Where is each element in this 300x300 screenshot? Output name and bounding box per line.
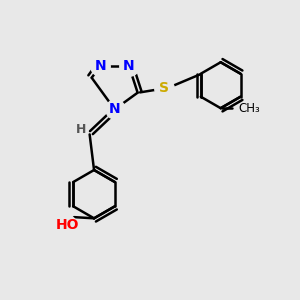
Text: N: N — [109, 102, 121, 116]
Text: N: N — [95, 59, 106, 73]
Text: HO: HO — [56, 218, 79, 233]
Text: CH₃: CH₃ — [238, 102, 260, 115]
Text: S: S — [159, 81, 169, 95]
Text: N: N — [123, 59, 135, 73]
Text: H: H — [76, 123, 87, 136]
